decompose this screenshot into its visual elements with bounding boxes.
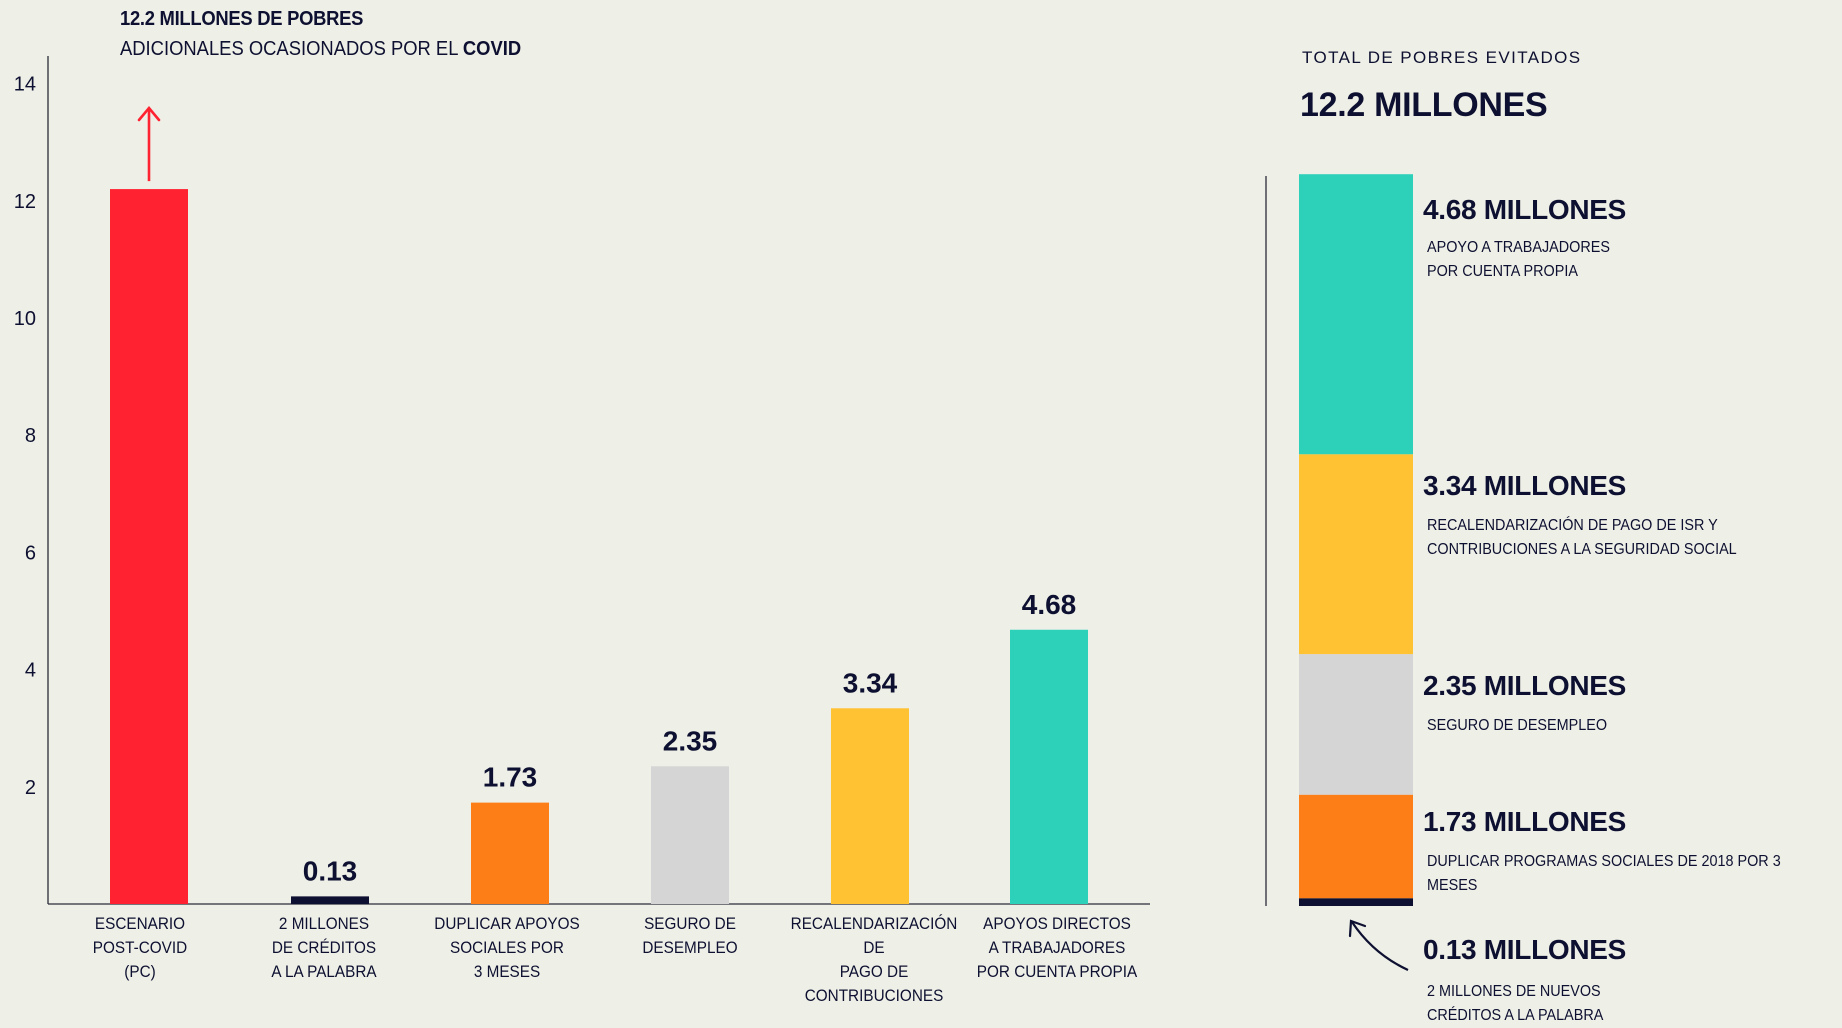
segment-value-duplicar: 1.73 MILLONES — [1423, 806, 1627, 837]
segment-value-trabajadores: 4.68 MILLONES — [1423, 194, 1627, 225]
stack-segment — [1299, 454, 1413, 655]
bar-value-label: 4.68 — [1022, 589, 1077, 620]
y-tick-label: 4 — [25, 660, 36, 682]
y-tick-label: 8 — [25, 425, 36, 447]
bar-value-label: 2.35 — [663, 725, 718, 756]
category-label-post-covid: ESCENARIO POST-COVID (PC) — [92, 914, 188, 981]
segment-desc-recalendarizacion: RECALENDARIZACIÓN DE PAGO DE ISR Y CONTR… — [1427, 517, 1737, 558]
chart-title: 12.2 MILLONES DE POBRES — [120, 8, 364, 30]
y-tick-label: 2 — [25, 777, 36, 799]
bar-value-label: 0.13 — [303, 855, 358, 886]
segment-desc-creditos: 2 MILLONES DE NUEVOS CRÉDITOS A LA PALAB… — [1427, 983, 1604, 1024]
stack-segment — [1299, 654, 1413, 795]
category-label-apoyos-directos: APOYOS DIRECTOS A TRABAJADORES POR CUENT… — [976, 914, 1138, 981]
category-label-duplicar: DUPLICAR APOYOS SOCIALES POR 3 MESES — [434, 914, 580, 981]
category-label-recalendarizacion: RECALENDARIZACIÓN DE PAGO DE CONTRIBUCIO… — [790, 914, 958, 1005]
segment-desc-seguro: SEGURO DE DESEMPLEO — [1427, 717, 1608, 734]
y-tick-label: 10 — [14, 308, 36, 330]
bar — [651, 766, 729, 904]
red-arrow-head — [137, 105, 161, 122]
segment-value-creditos: 0.13 MILLONES — [1423, 934, 1627, 965]
segment-value-recalendarizacion: 3.34 MILLONES — [1423, 470, 1627, 501]
curved-arrow-path — [1351, 921, 1409, 971]
chart-subtitle: ADICIONALES OCASIONADOS POR EL COVID — [120, 38, 521, 61]
stack-segment — [1299, 898, 1413, 906]
bar — [831, 708, 909, 904]
stack-segment — [1299, 174, 1413, 455]
y-tick-label: 6 — [25, 542, 36, 564]
category-label-creditos: 2 MILLONES DE CRÉDITOS A LA PALABRA — [271, 914, 377, 981]
subtitle-prefix: ADICIONALES OCASIONADOS POR EL — [120, 38, 463, 60]
bar-value-label: 1.73 — [483, 762, 538, 793]
summary-label: TOTAL DE POBRES EVITADOS — [1302, 48, 1582, 67]
summary-total: 12.2 MILLONES — [1300, 86, 1548, 124]
subtitle-bold: COVID — [462, 38, 522, 60]
bar-value-label: 3.34 — [843, 667, 898, 698]
bar — [1010, 629, 1088, 904]
bar — [471, 802, 549, 904]
segment-desc-trabajadores: APOYO A TRABAJADORES POR CUENTA PROPIA — [1427, 239, 1610, 280]
y-tick-label: 12 — [14, 191, 36, 213]
bar — [110, 189, 188, 904]
category-label-seguro: SEGURO DE DESEMPLEO — [642, 914, 738, 957]
y-tick-label: 14 — [14, 74, 36, 96]
stack-segment — [1299, 794, 1413, 899]
segment-desc-duplicar: DUPLICAR PROGRAMAS SOCIALES DE 2018 POR … — [1427, 853, 1781, 894]
curved-arrow-head — [1348, 919, 1367, 938]
segment-value-seguro: 2.35 MILLONES — [1423, 670, 1627, 701]
bar — [291, 896, 369, 904]
